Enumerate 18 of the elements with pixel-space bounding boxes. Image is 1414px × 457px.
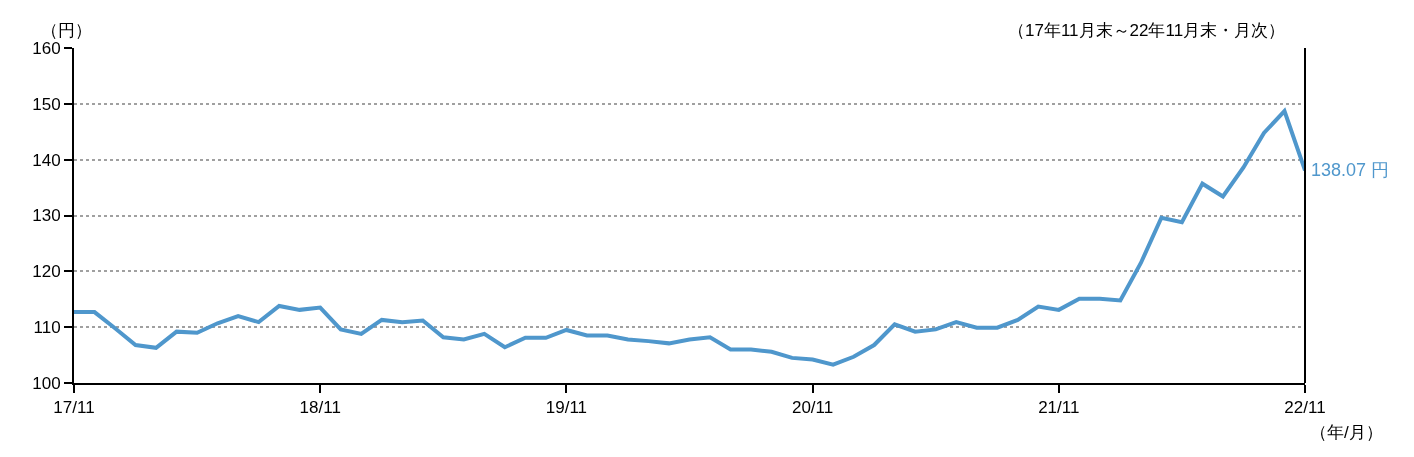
line-series <box>74 109 1305 367</box>
x-tick-label: 22/11 <box>1284 398 1326 418</box>
y-tick-label: 100 <box>32 373 61 393</box>
y-axis-title: （円） <box>41 21 92 40</box>
x-axis-title: （年/月） <box>1310 423 1383 442</box>
y-tick-label: 160 <box>32 38 61 58</box>
chart-subtitle: （17年11月末～22年11月末・月次） <box>1008 21 1286 40</box>
annotation: 138.07 円 <box>1311 160 1390 180</box>
y-tick-label: 140 <box>32 150 61 170</box>
y-tick-label: 130 <box>32 206 61 226</box>
y-tick-label: 110 <box>33 318 61 338</box>
y-tick-label: 150 <box>32 94 61 114</box>
x-tick-label: 21/11 <box>1038 398 1080 418</box>
x-tick-label: 19/11 <box>545 398 588 418</box>
y-tick-label: 120 <box>32 262 61 282</box>
x-tick-label: 17/11 <box>53 398 95 418</box>
x-tick-label: 18/11 <box>299 398 341 418</box>
x-tick-label: 20/11 <box>791 398 834 418</box>
